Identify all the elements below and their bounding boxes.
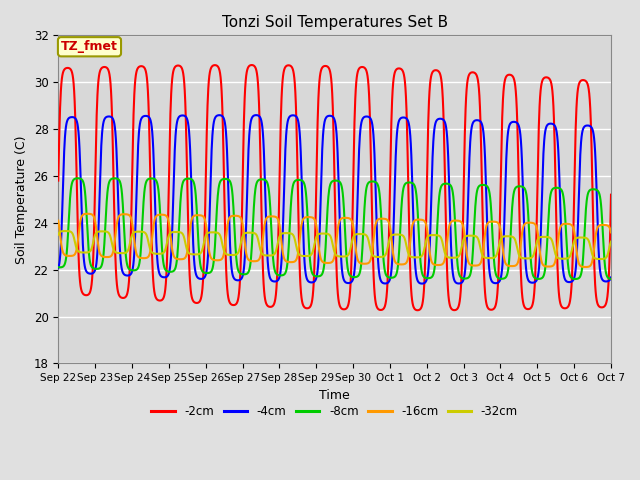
Y-axis label: Soil Temperature (C): Soil Temperature (C) xyxy=(15,135,28,264)
X-axis label: Time: Time xyxy=(319,389,350,402)
Title: Tonzi Soil Temperatures Set B: Tonzi Soil Temperatures Set B xyxy=(221,15,448,30)
Legend: -2cm, -4cm, -8cm, -16cm, -32cm: -2cm, -4cm, -8cm, -16cm, -32cm xyxy=(147,401,523,423)
Text: TZ_fmet: TZ_fmet xyxy=(61,40,118,53)
